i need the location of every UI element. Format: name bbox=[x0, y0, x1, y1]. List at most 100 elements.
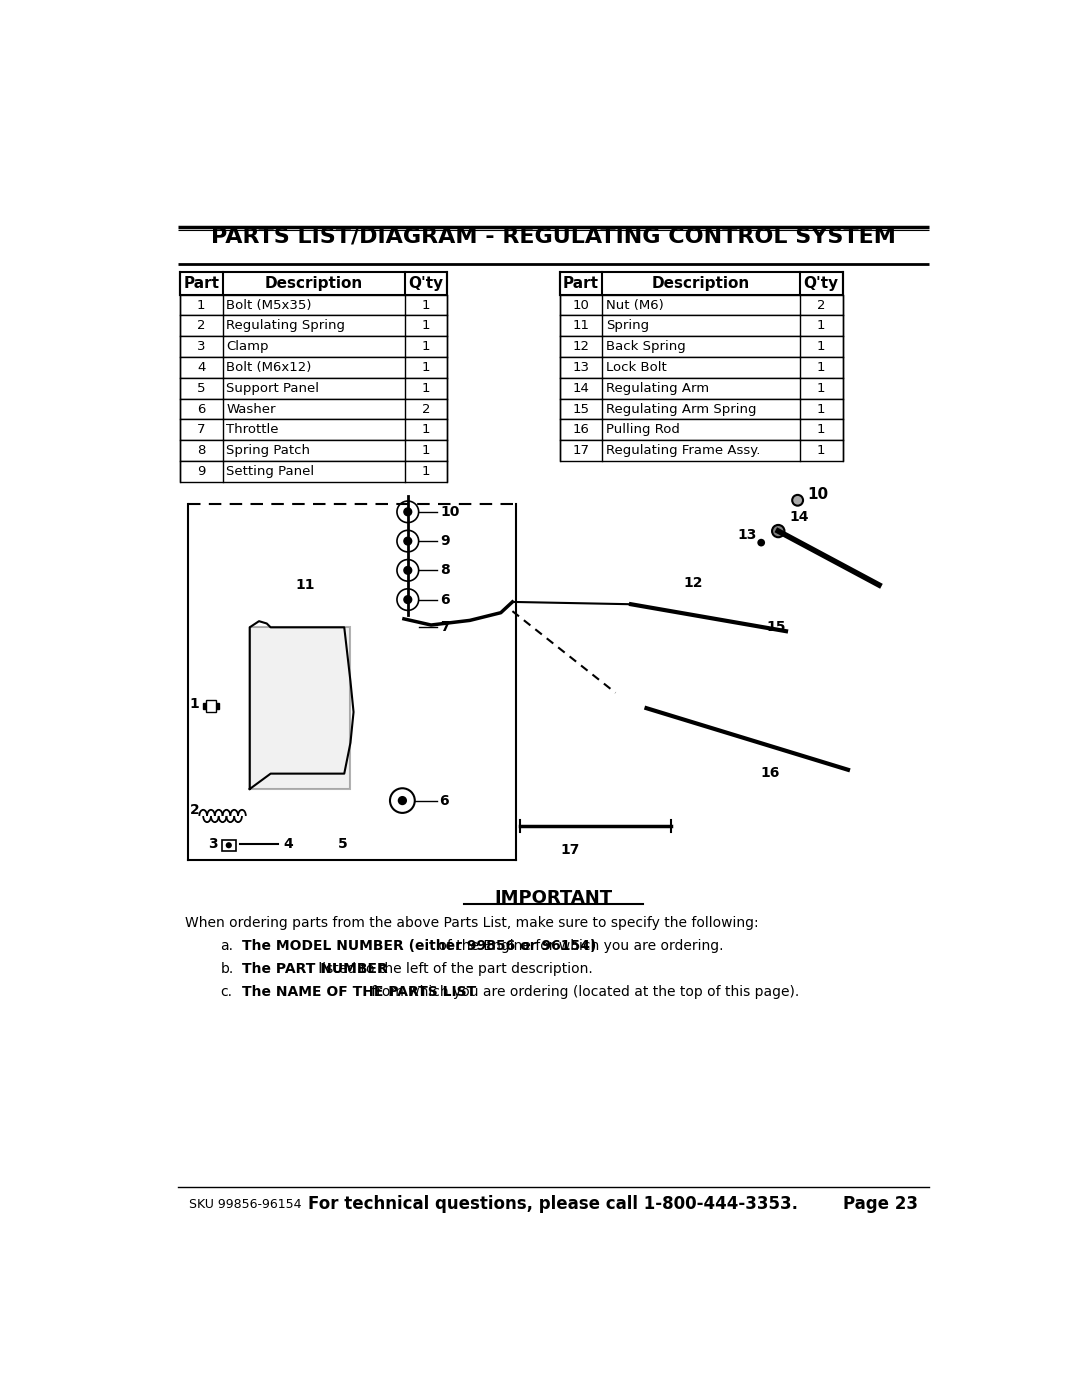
Bar bbox=[249, 627, 350, 789]
Text: Bolt (M5x35): Bolt (M5x35) bbox=[227, 299, 312, 312]
Text: Regulating Spring: Regulating Spring bbox=[227, 320, 346, 332]
Text: 12: 12 bbox=[684, 577, 703, 591]
Text: Regulating Arm Spring: Regulating Arm Spring bbox=[606, 402, 757, 415]
Circle shape bbox=[397, 796, 407, 805]
Text: 2: 2 bbox=[816, 299, 825, 312]
Text: 13: 13 bbox=[572, 360, 590, 374]
Text: 2: 2 bbox=[197, 320, 205, 332]
Text: Q'ty: Q'ty bbox=[804, 275, 839, 291]
Text: SKU 99856-96154: SKU 99856-96154 bbox=[189, 1197, 301, 1211]
Circle shape bbox=[793, 495, 804, 506]
Bar bbox=[180, 440, 447, 461]
Text: 1: 1 bbox=[816, 339, 825, 353]
Text: Spring Patch: Spring Patch bbox=[227, 444, 310, 457]
Circle shape bbox=[404, 595, 411, 604]
Text: Part: Part bbox=[563, 275, 599, 291]
Text: 17: 17 bbox=[572, 444, 590, 457]
Text: b.: b. bbox=[220, 963, 233, 977]
Text: of the Engine for which you are ordering.: of the Engine for which you are ordering… bbox=[434, 939, 724, 953]
Text: 10: 10 bbox=[807, 486, 828, 502]
Text: Regulating Frame Assy.: Regulating Frame Assy. bbox=[606, 444, 760, 457]
Text: 1: 1 bbox=[197, 299, 205, 312]
Text: 6: 6 bbox=[197, 402, 205, 415]
Bar bbox=[180, 295, 447, 316]
Bar bbox=[203, 703, 218, 708]
Text: from which you are ordering (located at the top of this page).: from which you are ordering (located at … bbox=[367, 985, 799, 999]
Text: 9: 9 bbox=[197, 465, 205, 478]
Text: Pulling Rod: Pulling Rod bbox=[606, 423, 680, 436]
Text: The MODEL NUMBER (either 99856 or 96154): The MODEL NUMBER (either 99856 or 96154) bbox=[242, 939, 596, 953]
Text: 1: 1 bbox=[422, 320, 430, 332]
Circle shape bbox=[404, 567, 411, 574]
Bar bbox=[559, 398, 842, 419]
Text: 1: 1 bbox=[816, 423, 825, 436]
Text: 1: 1 bbox=[422, 444, 430, 457]
Bar bbox=[559, 377, 842, 398]
Bar bbox=[559, 358, 842, 377]
Text: 2: 2 bbox=[422, 402, 430, 415]
Text: 10: 10 bbox=[572, 299, 590, 312]
Text: 17: 17 bbox=[561, 842, 580, 856]
Bar bbox=[180, 358, 447, 377]
Text: 6: 6 bbox=[441, 592, 450, 606]
Text: 3: 3 bbox=[207, 837, 217, 851]
Text: Q'ty: Q'ty bbox=[408, 275, 444, 291]
Text: Back Spring: Back Spring bbox=[606, 339, 686, 353]
Text: 15: 15 bbox=[767, 620, 786, 634]
Bar bbox=[180, 461, 447, 482]
Text: Nut (M6): Nut (M6) bbox=[606, 299, 664, 312]
Circle shape bbox=[772, 525, 784, 538]
Text: Clamp: Clamp bbox=[227, 339, 269, 353]
Circle shape bbox=[404, 509, 411, 515]
Text: 1: 1 bbox=[816, 320, 825, 332]
Text: 1: 1 bbox=[422, 339, 430, 353]
Text: 7: 7 bbox=[197, 423, 205, 436]
Circle shape bbox=[404, 538, 411, 545]
Text: 3: 3 bbox=[197, 339, 205, 353]
Bar bbox=[559, 271, 842, 295]
Text: 1: 1 bbox=[422, 381, 430, 395]
Bar bbox=[559, 440, 842, 461]
Text: Setting Panel: Setting Panel bbox=[227, 465, 314, 478]
Text: 9: 9 bbox=[441, 534, 450, 548]
Text: For technical questions, please call 1-800-444-3353.: For technical questions, please call 1-8… bbox=[309, 1194, 798, 1213]
Text: Bolt (M6x12): Bolt (M6x12) bbox=[227, 360, 312, 374]
Text: 1: 1 bbox=[190, 697, 200, 711]
Text: 7: 7 bbox=[441, 619, 450, 634]
Text: Washer: Washer bbox=[227, 402, 276, 415]
Text: 1: 1 bbox=[422, 360, 430, 374]
Text: Throttle: Throttle bbox=[227, 423, 279, 436]
Bar bbox=[559, 295, 842, 316]
Text: Description: Description bbox=[265, 275, 363, 291]
Text: 15: 15 bbox=[572, 402, 590, 415]
Bar bbox=[180, 271, 447, 295]
Text: 13: 13 bbox=[738, 528, 757, 542]
Text: IMPORTANT: IMPORTANT bbox=[495, 888, 612, 907]
Text: 1: 1 bbox=[422, 465, 430, 478]
Bar bbox=[221, 840, 235, 851]
Text: When ordering parts from the above Parts List, make sure to specify the followin: When ordering parts from the above Parts… bbox=[186, 916, 759, 930]
Text: The PART NUMBER: The PART NUMBER bbox=[242, 963, 388, 977]
Circle shape bbox=[757, 539, 765, 546]
Text: The NAME OF THE PARTS LIST: The NAME OF THE PARTS LIST bbox=[242, 985, 476, 999]
Text: 11: 11 bbox=[296, 578, 315, 592]
Text: Regulating Arm: Regulating Arm bbox=[606, 381, 710, 395]
Text: 14: 14 bbox=[789, 510, 809, 524]
Text: 1: 1 bbox=[422, 423, 430, 436]
Text: Part: Part bbox=[184, 275, 219, 291]
Bar bbox=[180, 419, 447, 440]
Bar bbox=[559, 316, 842, 337]
Text: 4: 4 bbox=[197, 360, 205, 374]
Text: 5: 5 bbox=[338, 837, 348, 851]
Text: c.: c. bbox=[220, 985, 232, 999]
Text: 1: 1 bbox=[422, 299, 430, 312]
Bar bbox=[559, 419, 842, 440]
Text: 16: 16 bbox=[760, 766, 780, 780]
Text: PARTS LIST/DIAGRAM - REGULATING CONTROL SYSTEM: PARTS LIST/DIAGRAM - REGULATING CONTROL … bbox=[211, 226, 896, 246]
Text: listed to the left of the part description.: listed to the left of the part descripti… bbox=[314, 963, 593, 977]
Text: Lock Bolt: Lock Bolt bbox=[606, 360, 667, 374]
Text: Spring: Spring bbox=[606, 320, 649, 332]
Text: a.: a. bbox=[220, 939, 233, 953]
Bar bbox=[206, 700, 216, 712]
Text: Support Panel: Support Panel bbox=[227, 381, 320, 395]
